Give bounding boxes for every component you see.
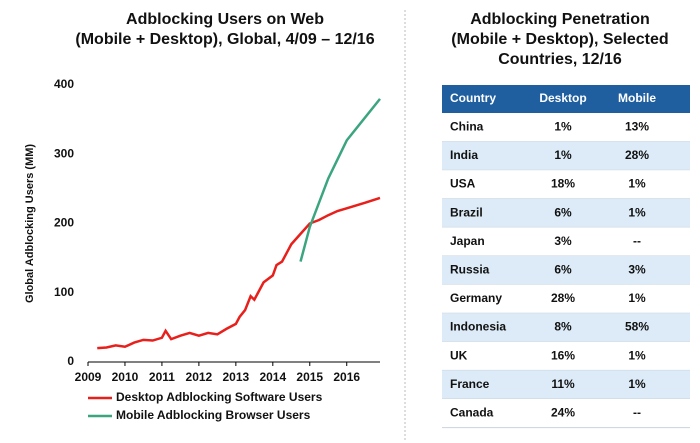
table-row-bg xyxy=(442,399,690,428)
table-title: Adblocking Penetration xyxy=(470,11,650,28)
line-series xyxy=(299,98,381,262)
table-cell: 18% xyxy=(551,177,575,191)
table-cell: 1% xyxy=(554,119,572,133)
table-row-bg xyxy=(442,227,690,256)
table-cell: Canada xyxy=(450,405,494,419)
x-tick-label: 2010 xyxy=(112,370,139,384)
x-tick-label: 2016 xyxy=(333,370,360,384)
table-cell: Russia xyxy=(450,262,490,276)
table-cell: 6% xyxy=(554,262,572,276)
table-cell: Japan xyxy=(450,234,485,248)
table-header: Desktop xyxy=(539,91,586,105)
table-cell: 16% xyxy=(551,348,575,362)
chart-title: (Mobile + Desktop), Global, 4/09 – 12/16 xyxy=(75,31,374,48)
line-series xyxy=(97,196,381,350)
table-cell: 13% xyxy=(625,119,649,133)
table-cell: 28% xyxy=(625,148,649,162)
table-row-bg xyxy=(442,284,690,314)
table-cell: Brazil xyxy=(450,205,483,219)
table-cell: UK xyxy=(450,348,468,362)
x-tick-label: 2009 xyxy=(75,370,102,384)
legend-label: Desktop Adblocking Software Users xyxy=(116,390,323,404)
y-tick-label: 300 xyxy=(54,146,74,160)
table-header-bg xyxy=(442,85,690,113)
table-cell: China xyxy=(450,119,484,133)
table-row-bg xyxy=(442,198,690,228)
table-cell: 1% xyxy=(628,377,646,391)
table-cell: 8% xyxy=(554,320,572,334)
x-tick-label: 2015 xyxy=(296,370,323,384)
y-tick-label: 100 xyxy=(54,285,74,299)
table-cell: 1% xyxy=(628,205,646,219)
table-cell: India xyxy=(450,148,478,162)
table-header: Mobile xyxy=(618,91,656,105)
table-row-bg xyxy=(442,370,690,399)
table-cell: 3% xyxy=(628,262,646,276)
x-tick-label: 2013 xyxy=(222,370,249,384)
legend-label: Mobile Adblocking Browser Users xyxy=(116,408,311,422)
table-cell: USA xyxy=(450,177,476,191)
table-header: Country xyxy=(450,91,496,105)
table-cell: -- xyxy=(633,234,641,248)
chart-title: Adblocking Users on Web xyxy=(126,11,324,28)
table-cell: 6% xyxy=(554,205,572,219)
table-title: (Mobile + Desktop), Selected xyxy=(451,31,668,48)
table-cell: Germany xyxy=(450,291,502,305)
table-cell: 1% xyxy=(628,348,646,362)
table-title: Countries, 12/16 xyxy=(498,51,622,68)
table-cell: -- xyxy=(633,405,641,419)
y-tick-label: 0 xyxy=(67,354,74,368)
table-row-bg xyxy=(442,256,690,285)
y-tick-label: 200 xyxy=(54,216,74,230)
table-cell: 11% xyxy=(551,377,575,391)
table-cell: 28% xyxy=(551,291,575,305)
table-row-bg xyxy=(442,141,690,171)
table-cell: 24% xyxy=(551,405,575,419)
table-row-bg xyxy=(442,313,690,342)
table-row-bg xyxy=(442,113,690,142)
y-axis-label: Global Adblocking Users (MM) xyxy=(24,144,36,303)
x-tick-label: 2012 xyxy=(186,370,213,384)
x-tick-label: 2014 xyxy=(259,370,286,384)
table-row-bg xyxy=(442,170,690,199)
table-cell: 3% xyxy=(554,234,572,248)
table-row-bg xyxy=(442,341,690,371)
table-cell: 1% xyxy=(628,291,646,305)
table-cell: 1% xyxy=(628,177,646,191)
table-cell: France xyxy=(450,377,490,391)
x-tick-label: 2011 xyxy=(149,370,175,384)
table-cell: 1% xyxy=(554,148,572,162)
table-cell: Indonesia xyxy=(450,320,506,334)
y-tick-label: 400 xyxy=(54,77,74,91)
table-cell: 58% xyxy=(625,320,649,334)
